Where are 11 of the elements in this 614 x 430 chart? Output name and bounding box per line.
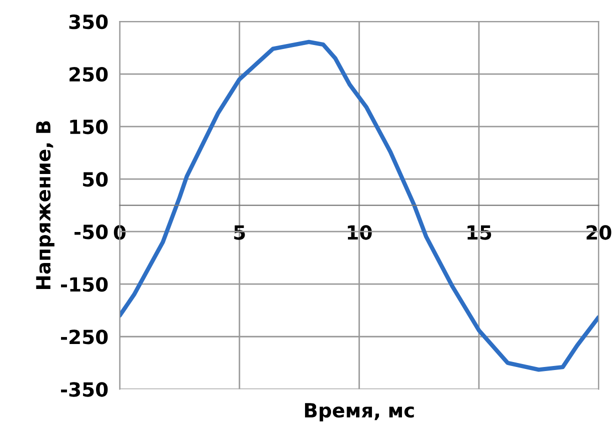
y-tick-label: -150 [61,277,108,292]
y-axis-title: Напряжение, В [36,121,54,290]
y-tick-label: 50 [83,172,108,187]
y-tick-label: -350 [61,382,108,397]
x-axis-title: Время, мс [305,403,414,422]
y-tick-label: 350 [69,14,108,30]
y-tick-label: -50 [74,224,108,240]
y-tick-label: 150 [70,120,108,134]
x-tick-label: 20 [586,225,612,240]
y-tick-label: -250 [61,330,108,344]
y-tick-label: 250 [70,66,108,82]
